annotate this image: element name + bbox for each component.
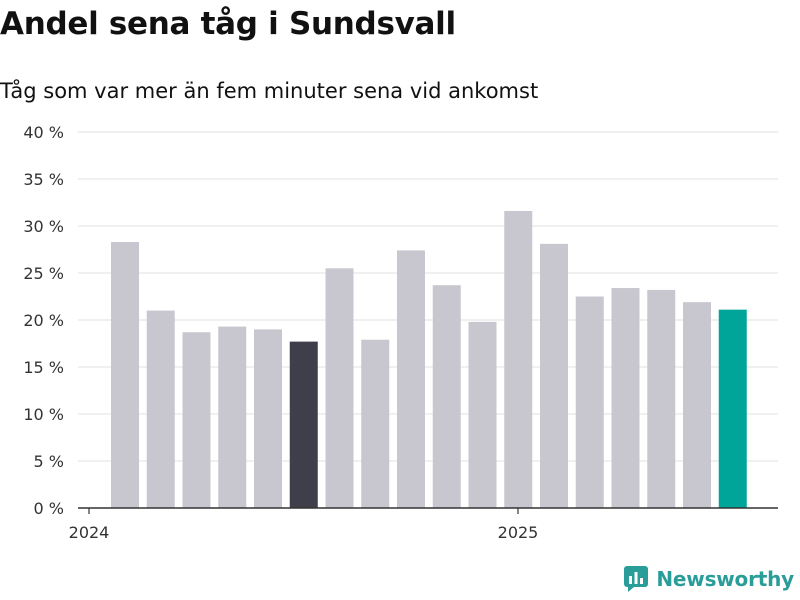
- x-tick-label: 2024: [69, 523, 110, 542]
- bar: [361, 339, 390, 508]
- y-tick-label: 40 %: [23, 123, 64, 142]
- y-tick-label: 30 %: [23, 217, 64, 236]
- y-tick-label: 5 %: [34, 452, 64, 471]
- chart-title: Andel sena tåg i Sundsvall: [0, 6, 456, 42]
- bar: [540, 243, 568, 509]
- bar: [611, 288, 640, 508]
- bar: [718, 309, 747, 508]
- y-tick-label: 15 %: [23, 358, 64, 377]
- bar: [575, 296, 604, 508]
- y-tick-label: 20 %: [23, 311, 64, 330]
- newsworthy-logo: Newsworthy: [624, 566, 794, 592]
- bar: [218, 326, 247, 508]
- newsworthy-logo-icon: [624, 566, 649, 592]
- y-tick-label: 25 %: [23, 264, 64, 283]
- y-tick-label: 35 %: [23, 170, 64, 189]
- bar: [432, 285, 461, 508]
- bar: [254, 329, 282, 508]
- bar: [647, 289, 676, 508]
- y-tick-label: 10 %: [23, 405, 64, 424]
- bar: [504, 210, 533, 508]
- bar: [325, 268, 354, 508]
- bar: [289, 341, 318, 508]
- bar: [146, 310, 175, 508]
- bar: [683, 302, 711, 508]
- bar: [397, 250, 425, 508]
- brand-name: Newsworthy: [656, 567, 794, 591]
- bar: [111, 241, 139, 509]
- bar: [182, 332, 211, 508]
- y-tick-label: 0 %: [34, 499, 64, 518]
- bar: [468, 321, 497, 508]
- chart-subtitle: Tåg som var mer än fem minuter sena vid …: [0, 79, 539, 103]
- x-tick-label: 2025: [498, 523, 539, 542]
